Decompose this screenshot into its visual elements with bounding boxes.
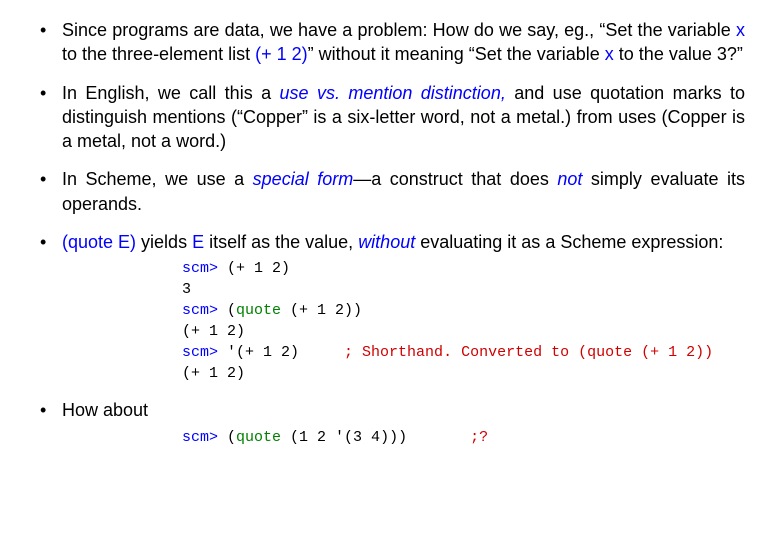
code-text: (+ 1 2) <box>182 323 245 340</box>
code-text: ( <box>218 302 236 319</box>
bullet-item: In English, we call this a use vs. menti… <box>40 81 745 154</box>
code-text: 3 <box>182 281 191 298</box>
code-kw: quote <box>236 302 281 319</box>
code-comment: ; Shorthand. Converted to (quote (+ 1 2)… <box>344 344 713 361</box>
bullet-text: (quote E) yields E itself as the value, … <box>62 230 745 254</box>
code-text: (+ 1 2) <box>218 260 290 277</box>
bullet-item: Since programs are data, we have a probl… <box>40 18 745 67</box>
code-prompt: scm> <box>182 344 218 361</box>
text: itself as the value, <box>204 232 358 252</box>
text: How about <box>62 400 148 420</box>
blue-text: x <box>736 20 745 40</box>
code-text: (+ 1 2)) <box>281 302 362 319</box>
blue-text: (quote E) <box>62 232 136 252</box>
blue-it-text: not <box>557 169 582 189</box>
text: evaluating it as a Scheme expression: <box>415 232 723 252</box>
blue-text: (+ 1 2) <box>255 44 308 64</box>
text: Since programs are data, we have a probl… <box>62 20 736 40</box>
bullet-text: In Scheme, we use a special form—a const… <box>62 167 745 216</box>
code-text: (1 2 '(3 4))) <box>281 429 470 446</box>
bullet-item: How about scm> (quote (1 2 '(3 4))) ;? <box>40 398 745 447</box>
bullet-text: In English, we call this a use vs. menti… <box>62 81 745 154</box>
bullet-text: How about <box>62 398 745 422</box>
blue-text: x <box>605 44 614 64</box>
blue-text: E <box>192 232 204 252</box>
code-kw: quote <box>236 429 281 446</box>
text: to the three-element list <box>62 44 255 64</box>
text: —a construct that does <box>353 169 557 189</box>
bullet-text: Since programs are data, we have a probl… <box>62 18 745 67</box>
bullet-item: (quote E) yields E itself as the value, … <box>40 230 745 384</box>
blue-it-text: use vs. mention distinction, <box>280 83 506 103</box>
code-block: scm> (quote (1 2 '(3 4))) ;? <box>182 427 745 448</box>
blue-it-text: special form <box>253 169 354 189</box>
code-comment: ;? <box>470 429 488 446</box>
code-text: (+ 1 2) <box>182 365 245 382</box>
code-text: '(+ 1 2) <box>218 344 344 361</box>
code-text: ( <box>218 429 236 446</box>
code-prompt: scm> <box>182 429 218 446</box>
code-prompt: scm> <box>182 302 218 319</box>
text: to the value 3?” <box>614 44 743 64</box>
bullet-item: In Scheme, we use a special form—a const… <box>40 167 745 216</box>
text: In Scheme, we use a <box>62 169 253 189</box>
text: In English, we call this a <box>62 83 280 103</box>
code-block: scm> (+ 1 2) 3 scm> (quote (+ 1 2)) (+ 1… <box>182 258 745 384</box>
bullet-list: Since programs are data, we have a probl… <box>40 18 745 448</box>
text: ” without it meaning “Set the variable <box>308 44 605 64</box>
blue-it-text: without <box>358 232 415 252</box>
text: yields <box>136 232 192 252</box>
code-prompt: scm> <box>182 260 218 277</box>
